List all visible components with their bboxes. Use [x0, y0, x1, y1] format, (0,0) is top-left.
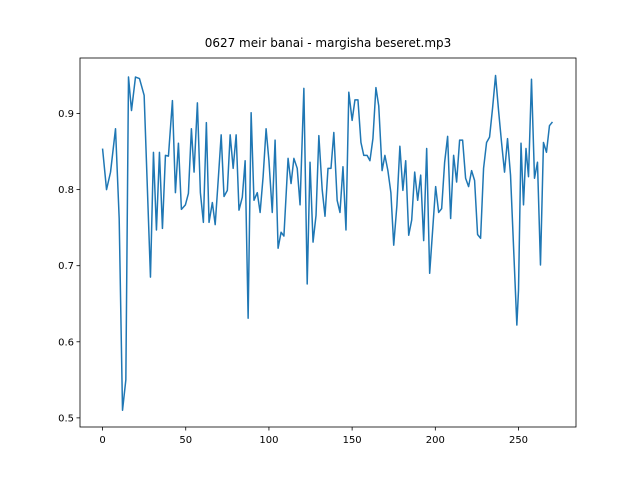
- y-tick-label: 0.7: [58, 261, 74, 272]
- plot-frame: [79, 57, 577, 428]
- y-tick-label: 0.6: [58, 337, 74, 348]
- y-tick-label: 0.5: [58, 413, 74, 424]
- chart-title: 0627 meir banai - margisha beseret.mp3: [205, 36, 452, 50]
- x-tick-label: 50: [179, 435, 192, 446]
- y-tick-label: 0.9: [58, 109, 74, 120]
- x-tick-label: 0: [99, 435, 105, 446]
- x-tick-label: 100: [259, 435, 278, 446]
- x-tick-label: 200: [426, 435, 445, 446]
- y-tick-label: 0.8: [58, 185, 74, 196]
- x-tick-label: 150: [343, 435, 362, 446]
- x-tick-label: 250: [509, 435, 528, 446]
- data-line: [101, 74, 554, 412]
